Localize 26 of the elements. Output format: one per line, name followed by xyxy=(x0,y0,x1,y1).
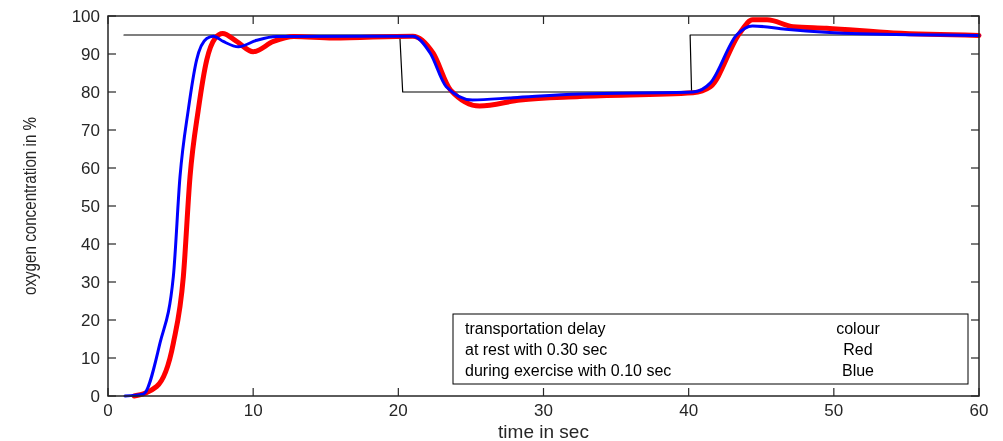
y-tick-label: 50 xyxy=(81,197,100,216)
annotation: Red xyxy=(843,341,873,358)
y-tick-label: 40 xyxy=(81,235,100,254)
x-tick-label: 30 xyxy=(534,401,553,420)
y-tick-label: 20 xyxy=(81,311,100,330)
y-tick-label: 10 xyxy=(81,349,100,368)
y-tick-label: 0 xyxy=(90,387,100,406)
x-tick-label: 50 xyxy=(824,401,844,420)
x-tick-label: 60 xyxy=(969,401,989,420)
x-axis-title: time in sec xyxy=(498,421,589,441)
y-tick-label: 80 xyxy=(81,83,100,102)
annotation: transportation delay xyxy=(465,320,606,337)
y-tick-label: 90 xyxy=(81,45,100,64)
y-tick-label: 70 xyxy=(81,121,100,140)
y-tick-label: 60 xyxy=(81,159,100,178)
annotation: Blue xyxy=(841,362,875,379)
annotation: at rest with 0.30 sec xyxy=(465,341,608,358)
x-tick-label: 0 xyxy=(103,401,113,420)
x-tick-label: 10 xyxy=(243,401,263,420)
annotation: during exercise with 0.10 sec xyxy=(465,362,672,379)
y-axis-title: oxygen concentration in % xyxy=(18,116,41,296)
y-tick-label: 30 xyxy=(81,273,100,292)
annotation: colour xyxy=(836,320,881,337)
y-tick-label: 100 xyxy=(71,7,100,26)
x-tick-label: 20 xyxy=(388,401,408,420)
x-tick-label: 40 xyxy=(679,401,699,420)
